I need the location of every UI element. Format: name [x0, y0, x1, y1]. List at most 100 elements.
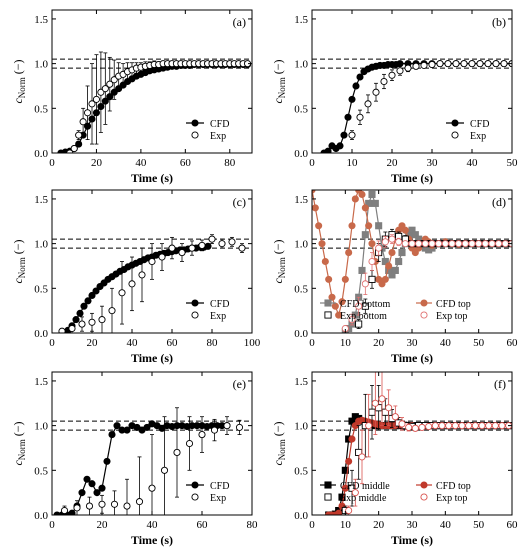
x-tick-label: 30 — [407, 337, 419, 349]
data-point — [371, 399, 379, 407]
data-point — [312, 204, 319, 212]
series-1 — [58, 234, 246, 333]
data-point — [352, 82, 360, 90]
data-point — [198, 431, 206, 439]
data-point — [381, 257, 389, 266]
data-point — [444, 60, 452, 68]
legend-label: CFD — [210, 299, 229, 310]
data-point — [415, 240, 423, 248]
x-tick-label: 0 — [309, 157, 315, 169]
data-point — [348, 131, 356, 139]
x-axis-label: Time (s) — [131, 351, 173, 365]
x-tick-label: 0 — [309, 337, 315, 349]
y-tick-label: 1.0 — [34, 239, 48, 251]
data-point — [435, 240, 443, 248]
data-point — [348, 95, 356, 103]
x-tick-label: 10 — [347, 157, 359, 169]
x-tick-label: 30 — [407, 519, 419, 531]
y-axis-label: cNorm (−) — [11, 421, 27, 465]
data-point — [92, 95, 100, 103]
data-point — [375, 222, 383, 230]
plot-frame — [51, 189, 253, 334]
panel-b: 0 10 20 30 40 50 0.0 0.5 1.0 1.5 Time (s) cNorm (−)… — [271, 9, 518, 185]
data-point — [358, 190, 366, 199]
data-point — [364, 100, 372, 108]
y-axis-label-symbol: c — [271, 278, 285, 284]
y-axis-label: cNorm (−) — [11, 59, 27, 103]
y-axis-label-unit: (−) — [271, 59, 285, 77]
data-point — [461, 240, 469, 248]
panel-e: 0 20 40 60 80 0.0 0.5 1.0 1.5 Time (s) cNorm (−) (e… — [11, 371, 258, 547]
data-point — [361, 280, 369, 288]
data-point — [388, 249, 396, 257]
x-tick-label: 80 — [207, 337, 219, 349]
panel-d: 0 10 20 30 40 50 60 0.0 0.5 1.0 1.5 Time (s) cNorm (… — [271, 189, 518, 365]
y-axis-label-subscript: Norm — [17, 77, 27, 98]
plot-frame — [311, 9, 513, 154]
y-axis-label-subscript: Norm — [277, 77, 287, 98]
y-axis-label-unit: (−) — [271, 421, 285, 439]
legend-marker — [420, 299, 428, 307]
data-point — [68, 509, 76, 515]
y-axis-label-subscript: Norm — [277, 257, 287, 278]
data-point — [85, 502, 94, 510]
x-tick-label: 20 — [373, 337, 385, 349]
y-axis-label-unit: (−) — [271, 239, 285, 257]
data-point — [391, 413, 399, 421]
data-point — [368, 190, 376, 199]
series-group — [53, 407, 244, 515]
data-point — [345, 249, 353, 257]
legend-marker — [420, 493, 428, 501]
data-point — [428, 60, 436, 69]
data-point — [385, 262, 393, 270]
y-axis-label: cNorm (−) — [271, 421, 287, 465]
data-point — [108, 307, 116, 315]
data-point — [325, 275, 333, 283]
data-point — [396, 67, 404, 75]
y-tick-label: 0.0 — [34, 148, 48, 160]
data-point — [160, 466, 169, 474]
data-point — [484, 60, 492, 68]
legend-marker — [451, 131, 459, 139]
legend-marker — [324, 481, 332, 489]
legend-label: CFD top — [436, 299, 471, 310]
data-point — [103, 457, 111, 465]
data-point — [76, 309, 84, 317]
data-point — [368, 240, 376, 248]
data-point — [60, 506, 69, 515]
x-tick-label: 20 — [91, 157, 103, 169]
legend-marker — [324, 299, 332, 307]
data-point — [238, 244, 246, 252]
data-point — [421, 240, 429, 248]
data-point — [83, 475, 91, 483]
plot-frame — [51, 9, 253, 154]
x-tick-label: 0 — [49, 337, 55, 349]
x-tick-label: 30 — [427, 157, 439, 169]
data-point — [98, 500, 106, 508]
data-point — [375, 244, 383, 252]
data-point — [418, 423, 426, 431]
y-axis-label-symbol: c — [11, 460, 25, 466]
data-point — [395, 238, 403, 246]
data-point — [381, 275, 389, 283]
legend-label: Exp bottom — [340, 311, 387, 322]
data-point — [488, 240, 496, 248]
data-point — [218, 240, 226, 248]
series-group — [325, 372, 512, 515]
data-point — [395, 257, 403, 266]
y-axis-label-symbol: c — [11, 278, 25, 284]
y-tick-label: 1.5 — [34, 194, 48, 206]
data-point — [235, 423, 244, 431]
data-point — [92, 287, 100, 295]
data-point — [351, 489, 359, 497]
data-point — [485, 422, 493, 430]
x-tick-label: 40 — [135, 157, 147, 169]
data-point — [113, 422, 121, 430]
data-point — [123, 426, 131, 434]
data-point — [340, 131, 348, 139]
series-1 — [348, 60, 512, 140]
x-tick-label: 60 — [197, 519, 209, 531]
data-point — [475, 240, 483, 248]
panel-label: (a) — [233, 15, 246, 29]
